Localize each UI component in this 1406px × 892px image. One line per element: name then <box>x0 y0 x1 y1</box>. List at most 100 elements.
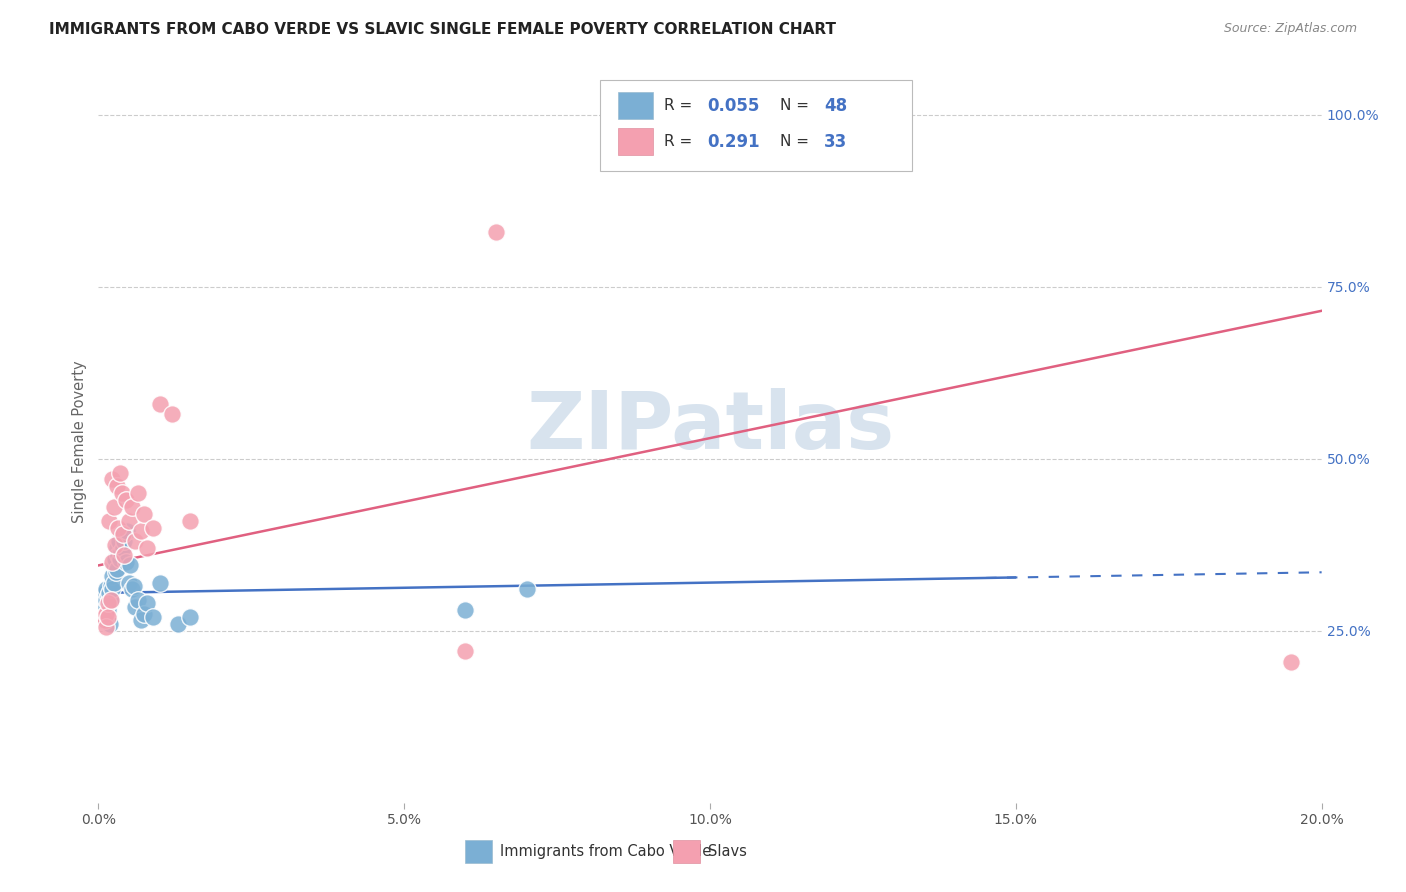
FancyBboxPatch shape <box>619 128 652 155</box>
Point <box>105 541 128 556</box>
Point <box>107 534 129 549</box>
Point <box>98 616 121 631</box>
Point <box>1279 655 1302 669</box>
Text: 48: 48 <box>824 96 846 114</box>
Point <box>100 579 122 593</box>
Point <box>104 538 127 552</box>
FancyBboxPatch shape <box>673 839 700 863</box>
Point <box>105 562 128 576</box>
Text: ZIPatlas: ZIPatlas <box>526 388 894 467</box>
Point <box>120 558 142 573</box>
Point <box>96 620 118 634</box>
Point <box>100 592 122 607</box>
Point <box>112 534 135 549</box>
Point <box>111 527 134 541</box>
Point <box>97 590 120 604</box>
Point <box>485 225 508 239</box>
Point <box>97 592 120 607</box>
Point <box>107 548 129 562</box>
FancyBboxPatch shape <box>619 92 652 120</box>
Point <box>107 520 129 534</box>
Point <box>101 582 124 597</box>
Y-axis label: Single Female Poverty: Single Female Poverty <box>72 360 87 523</box>
Point <box>127 592 149 607</box>
Point <box>104 551 127 566</box>
Point <box>179 514 201 528</box>
Point <box>94 582 117 597</box>
Point <box>122 579 145 593</box>
Point <box>136 596 159 610</box>
Text: N =: N = <box>780 134 808 149</box>
Point <box>121 582 143 597</box>
Text: Slavs: Slavs <box>707 844 747 859</box>
Point <box>142 610 165 624</box>
FancyBboxPatch shape <box>465 839 492 863</box>
Point <box>129 614 152 628</box>
Point <box>91 614 114 628</box>
Point <box>136 541 159 556</box>
Point <box>93 610 115 624</box>
Point <box>91 610 114 624</box>
Point <box>96 592 118 607</box>
Point <box>160 407 183 421</box>
Point <box>103 500 125 514</box>
Point <box>91 599 114 614</box>
Point <box>103 575 125 590</box>
Point <box>98 586 121 600</box>
Point <box>124 534 146 549</box>
Point <box>454 644 477 658</box>
Point <box>115 493 138 508</box>
Point <box>134 507 156 521</box>
Point <box>101 472 124 486</box>
Text: Source: ZipAtlas.com: Source: ZipAtlas.com <box>1223 22 1357 36</box>
Point <box>97 610 120 624</box>
Point <box>167 616 190 631</box>
Point <box>127 486 149 500</box>
Point <box>101 555 124 569</box>
Point <box>97 603 120 617</box>
Text: 33: 33 <box>824 133 846 151</box>
Point <box>111 486 134 500</box>
Point <box>516 582 538 597</box>
Point <box>94 607 117 621</box>
Point <box>94 599 117 614</box>
Point <box>104 566 127 580</box>
Point <box>179 610 201 624</box>
Point <box>112 548 135 562</box>
Text: Immigrants from Cabo Verde: Immigrants from Cabo Verde <box>499 844 711 859</box>
Text: IMMIGRANTS FROM CABO VERDE VS SLAVIC SINGLE FEMALE POVERTY CORRELATION CHART: IMMIGRANTS FROM CABO VERDE VS SLAVIC SIN… <box>49 22 837 37</box>
Text: N =: N = <box>780 98 808 113</box>
Point <box>115 555 138 569</box>
Point <box>121 500 143 514</box>
Point <box>129 524 152 538</box>
Point <box>115 524 138 538</box>
Point <box>454 603 477 617</box>
Text: R =: R = <box>664 134 692 149</box>
Point <box>97 596 120 610</box>
Point <box>97 607 120 621</box>
Point <box>93 614 115 628</box>
Point <box>108 551 131 566</box>
Point <box>100 592 122 607</box>
Point <box>118 514 141 528</box>
Point <box>111 527 134 541</box>
Point <box>96 610 118 624</box>
Text: R =: R = <box>664 98 692 113</box>
Point <box>93 586 115 600</box>
Point <box>149 575 172 590</box>
Point <box>118 575 141 590</box>
Point <box>110 544 132 558</box>
Point <box>111 541 134 556</box>
Text: 0.055: 0.055 <box>707 96 761 114</box>
Point <box>98 514 121 528</box>
Point <box>142 520 165 534</box>
Point <box>108 466 131 480</box>
Point <box>101 568 124 582</box>
Text: 0.291: 0.291 <box>707 133 761 151</box>
Point <box>149 397 172 411</box>
Point <box>103 558 125 573</box>
Point <box>105 479 128 493</box>
FancyBboxPatch shape <box>600 80 912 170</box>
Point <box>134 607 156 621</box>
Point <box>124 599 146 614</box>
